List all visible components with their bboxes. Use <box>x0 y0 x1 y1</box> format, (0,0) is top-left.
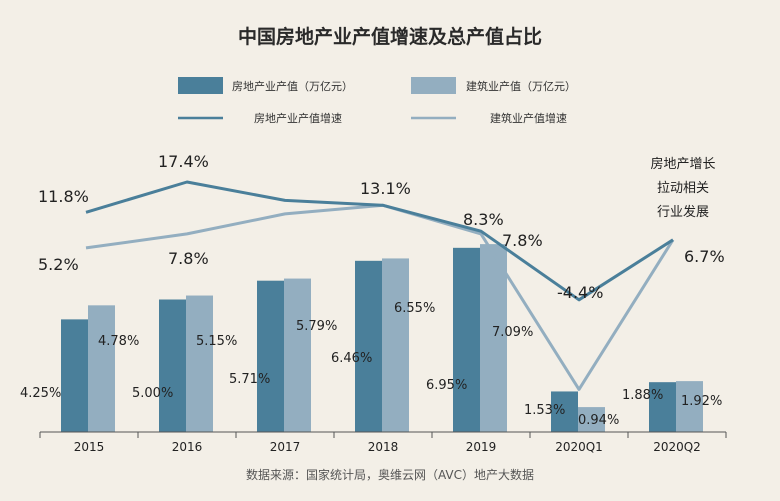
annotation-line-1: 房地产增长 <box>650 156 715 172</box>
bars-layer <box>61 244 703 432</box>
bar-con-2016 <box>186 295 213 432</box>
line-label-re-2020q2: 6.7% <box>684 247 725 266</box>
legend-label-re-growth: 房地产业产值增速 <box>254 111 342 125</box>
line-label-re-2016: 17.4% <box>158 152 209 171</box>
x-tick-label-2020q2: 2020Q2 <box>653 440 701 454</box>
x-tick-label-2017: 2017 <box>270 440 301 454</box>
bar-re-2020q1 <box>551 391 578 432</box>
line-label-re-2020q1: -4.4% <box>557 283 603 302</box>
bar-label-re-2016: 5.00% <box>132 386 173 401</box>
x-tick-label-2015: 2015 <box>74 440 105 454</box>
x-axis: 2015 2016 2017 2018 2019 2020Q1 2020Q2 <box>39 431 727 454</box>
bar-label-con-2017: 5.79% <box>296 319 337 334</box>
bar-label-con-2019: 7.09% <box>492 325 533 340</box>
bar-re-2018 <box>355 260 382 432</box>
bar-re-2019 <box>453 247 480 432</box>
bar-con-2017 <box>284 278 311 432</box>
legend-label-re-value: 房地产业产值（万亿元） <box>232 79 353 93</box>
bar-re-2015 <box>61 319 88 432</box>
line-label-con-2015: 5.2% <box>38 255 79 274</box>
annotation-line-2: 拉动相关 <box>657 181 709 196</box>
x-tick-label-2020q1: 2020Q1 <box>555 440 603 454</box>
line-label-re-2015: 11.8% <box>38 187 89 206</box>
bar-label-con-2020q2: 1.92% <box>681 394 722 409</box>
bar-label-con-2015: 4.78% <box>98 334 139 349</box>
bar-con-2020q2 <box>676 381 703 432</box>
x-tick-label-2019: 2019 <box>466 440 497 454</box>
bar-label-con-2020q1: 0.94% <box>578 413 619 428</box>
bar-con-2020q1 <box>578 407 605 432</box>
bar-label-con-2018: 6.55% <box>394 301 435 316</box>
legend-swatch-con-value <box>411 77 456 94</box>
bar-re-2017 <box>257 280 284 432</box>
source-note: 数据来源：国家统计局，奥维云网（AVC）地产大数据 <box>245 468 535 482</box>
line-label-re-2018: 13.1% <box>360 179 411 198</box>
annotation-line-3: 行业发展 <box>657 204 709 220</box>
lines-layer <box>85 180 675 391</box>
bar-re-2020q2 <box>649 382 676 432</box>
legend-label-con-value: 建筑业产值（万亿元） <box>466 79 576 93</box>
x-tick-label-2016: 2016 <box>172 440 203 454</box>
line-re-growth <box>85 180 674 302</box>
bar-label-re-2020q2: 1.88% <box>622 388 663 403</box>
x-tick-label-2018: 2018 <box>368 440 399 454</box>
bar-con-2015 <box>88 305 115 432</box>
bar-label-re-2019: 6.95% <box>426 378 467 393</box>
bar-label-re-2015: 4.25% <box>20 386 61 401</box>
bar-label-re-2020q1: 1.53% <box>524 403 565 418</box>
chart-title: 中国房地产业产值增速及总产值占比 <box>237 26 542 48</box>
line-label-re-2019: 8.3% <box>463 210 504 229</box>
bar-label-re-2017: 5.71% <box>229 372 270 387</box>
legend-label-con-growth: 建筑业产值增速 <box>490 111 567 125</box>
line-label-con-2019: 7.8% <box>502 231 543 250</box>
legend: 房地产业产值（万亿元） 建筑业产值（万亿元） 房地产业产值增速 建筑业产值增速 <box>178 77 576 125</box>
legend-swatch-re-value <box>178 77 223 94</box>
bar-re-2016 <box>159 299 186 432</box>
bar-label-con-2016: 5.15% <box>196 334 237 349</box>
labels-layer: 4.25% 5.00% 5.71% 6.46% 6.95% 1.53% 1.88% 4.78%… <box>20 152 725 428</box>
bar-con-2019 <box>480 244 507 432</box>
bar-con-2018 <box>382 258 409 432</box>
line-label-con-2016: 7.8% <box>168 249 209 268</box>
bar-label-re-2018: 6.46% <box>331 351 372 366</box>
